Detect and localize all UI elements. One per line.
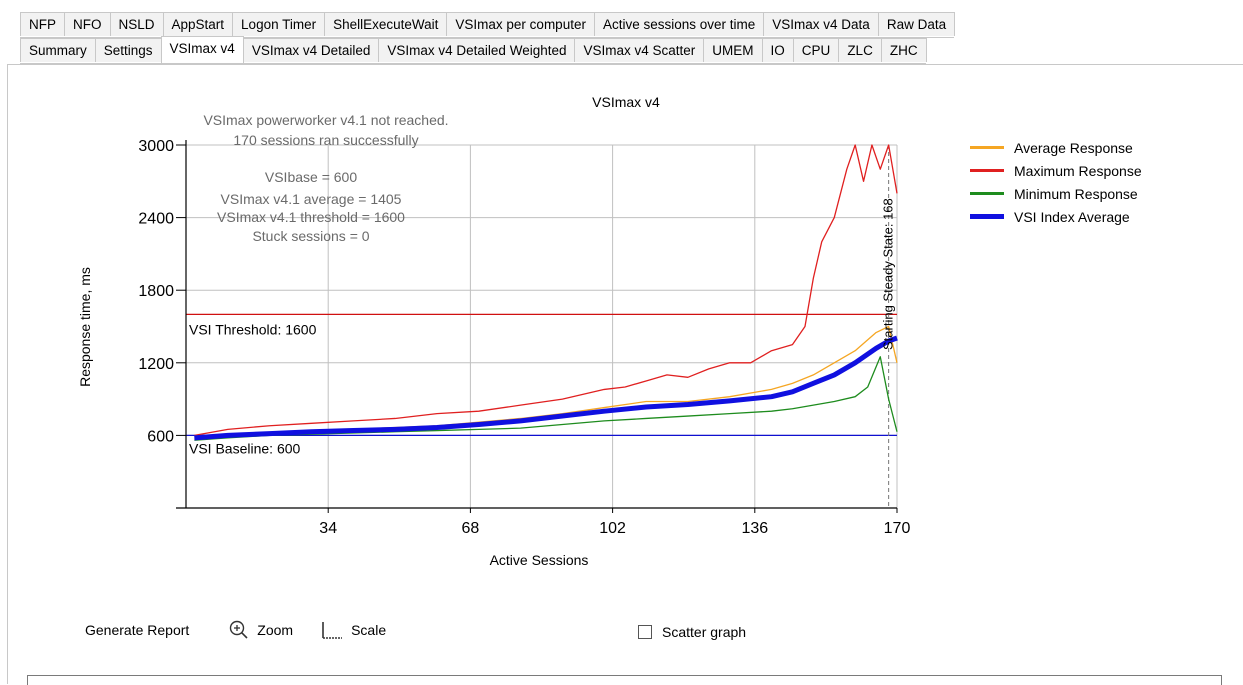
y-tick-label: 1200 [138,356,174,373]
annotation-text: Stuck sessions = 0 [252,228,369,244]
chart-legend: Average Response Maximum Response Minimum … [970,136,1142,228]
chart-grid [186,144,898,508]
y-tick-label: 3000 [138,138,174,155]
legend-label: Minimum Response [1014,185,1138,202]
scatter-graph-label: Scatter graph [662,624,747,640]
tab-settings[interactable]: Settings [94,38,162,62]
tab-nsld[interactable]: NSLD [109,12,164,36]
chart-toolbar: Generate Report Zoom Scale [85,620,414,640]
series-line-maximum-response [194,144,898,437]
data-grid-panel [27,675,1222,685]
legend-item: Maximum Response [970,159,1142,182]
chart-title: VSImax v4 [592,94,660,110]
content-border-left [7,64,8,684]
zoom-label: Zoom [257,622,294,638]
x-axis-label: Active Sessions [490,552,589,568]
tab-vsimax-v4-detailed[interactable]: VSImax v4 Detailed [242,38,380,62]
scale-button[interactable]: Scale [321,620,386,640]
tab-vsimax-v4-scatter[interactable]: VSImax v4 Scatter [574,38,705,62]
y-tick-label: 1800 [138,283,174,300]
chart-axes: 34 68 102 136 170 600 1200 1800 2400 3000 [138,138,910,537]
legend-swatch [970,146,1004,149]
annotation-text: 170 sessions ran successfully [233,132,418,148]
tab-zhc[interactable]: ZHC [880,38,927,62]
threshold-label: VSI Threshold: 1600 [189,321,317,337]
x-tick-label: 102 [599,520,626,537]
annotation-text: VSIbase = 600 [265,169,357,185]
legend-swatch [970,192,1004,195]
legend-swatch [970,169,1004,172]
annotation-text: VSImax powerworker v4.1 not reached. [203,112,448,128]
x-tick-label: 136 [741,520,768,537]
x-tick-label: 34 [319,520,337,537]
x-tick-label: 68 [462,520,480,537]
zoom-in-icon [230,620,248,639]
x-tick-label: 170 [884,520,911,537]
tab-nfp[interactable]: NFP [20,12,65,36]
generate-report-label: Generate Report [85,622,190,638]
scale-icon [322,622,343,639]
series-line-average-response [194,325,898,440]
chart-series [194,144,898,441]
scatter-graph-checkbox-wrap[interactable]: Scatter graph [638,624,746,640]
legend-label: VSI Index Average [1014,208,1130,225]
tab-vsimax-v4-data[interactable]: VSImax v4 Data [763,12,879,36]
tab-shellexecutewait[interactable]: ShellExecuteWait [324,12,448,36]
y-tick-label: 2400 [138,211,174,228]
tab-logon-timer[interactable]: Logon Timer [232,12,326,36]
annotation-text: VSImax v4.1 average = 1405 [221,191,402,207]
tab-active-sessions-over-time[interactable]: Active sessions over time [593,12,765,36]
tab-nfo[interactable]: NFO [64,12,111,36]
y-tick-label: 600 [147,428,174,445]
legend-swatch [970,214,1004,219]
tab-appstart[interactable]: AppStart [162,12,234,36]
baseline-label: VSI Baseline: 600 [189,440,301,456]
legend-label: Maximum Response [1014,162,1142,179]
y-axis-label: Response time, ms [77,267,93,387]
tab-summary[interactable]: Summary [20,38,96,62]
steady-state-label: Starting Steady State: 168 [881,198,896,350]
annotation-text: VSImax v4.1 threshold = 1600 [217,209,405,225]
tab-row-2: Summary Settings VSImax v4 VSImax v4 Detail… [20,36,927,64]
scale-label: Scale [351,622,387,638]
legend-label: Average Response [1014,139,1133,156]
legend-item: Minimum Response [970,182,1142,205]
zoom-button[interactable]: Zoom [229,620,293,640]
series-line-minimum-response [194,356,898,441]
content-border-top [7,64,1243,65]
generate-report-button[interactable]: Generate Report [85,622,189,638]
chart-annotations: VSImax powerworker v4.1 not reached. 170 … [189,112,896,456]
scatter-graph-checkbox[interactable] [638,625,652,639]
tab-raw-data[interactable]: Raw Data [877,12,956,36]
legend-item: Average Response [970,136,1142,159]
tab-row-1: NFP NFO NSLD AppStart Logon Timer ShellExecut… [20,12,956,38]
tab-cpu[interactable]: CPU [792,38,840,62]
tab-vsimax-v4[interactable]: VSImax v4 [160,36,244,63]
legend-item: VSI Index Average [970,205,1142,228]
series-line-vsi-index-average [194,335,898,441]
